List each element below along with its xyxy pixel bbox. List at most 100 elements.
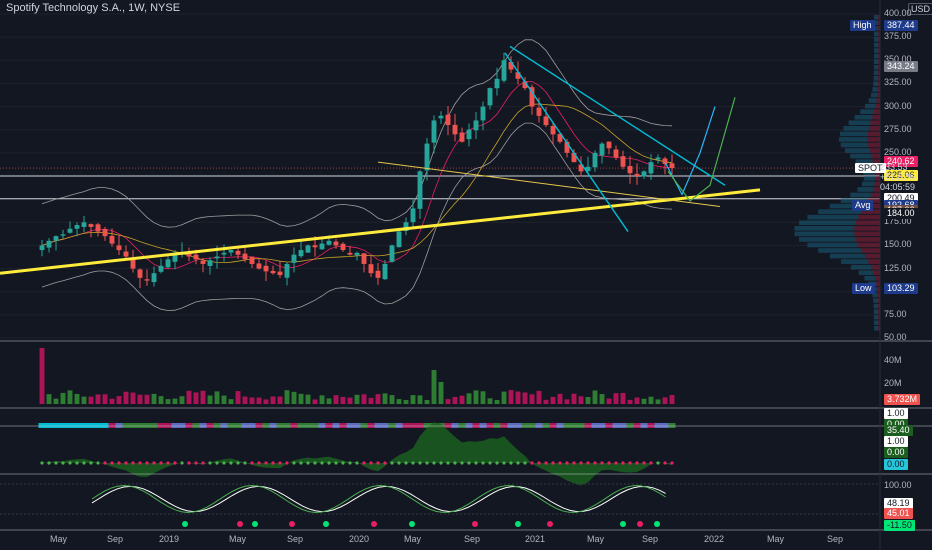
osc-signal-dot bbox=[323, 521, 329, 527]
profile-bar bbox=[869, 126, 880, 131]
candle-body bbox=[515, 72, 521, 79]
profile-bar bbox=[877, 92, 880, 98]
price-marker-value: 200.49 bbox=[884, 192, 918, 204]
signal-cell bbox=[262, 423, 270, 428]
signal-cell bbox=[73, 423, 81, 428]
signal-cell bbox=[493, 423, 501, 428]
channel-upper bbox=[509, 45, 726, 186]
candle-body bbox=[193, 254, 199, 260]
momentum-dot bbox=[474, 461, 478, 465]
volume-bar bbox=[151, 393, 157, 404]
signal-cell bbox=[227, 423, 235, 428]
candle-body bbox=[606, 141, 612, 149]
price-tick: 250.00 bbox=[884, 146, 912, 157]
osc-signal-dot bbox=[371, 521, 377, 527]
profile-bar bbox=[818, 248, 862, 253]
time-tick: May bbox=[229, 534, 247, 544]
price-marker-value: 103.29 bbox=[884, 282, 918, 294]
volume-bar bbox=[599, 394, 605, 404]
volume-bar bbox=[319, 395, 325, 404]
price-tick: 275.00 bbox=[884, 123, 912, 134]
candle-body bbox=[67, 228, 73, 233]
thin-trendline bbox=[377, 161, 721, 208]
signal-cell bbox=[458, 423, 466, 428]
momentum-dot bbox=[250, 461, 254, 465]
osc-signal-dot bbox=[409, 521, 415, 527]
candle-body bbox=[165, 259, 171, 268]
signal-cell bbox=[591, 423, 599, 428]
candle-body bbox=[39, 245, 45, 251]
candle-body bbox=[452, 124, 458, 135]
volume-bar bbox=[46, 394, 52, 404]
volume-bar bbox=[130, 392, 136, 404]
signal-cell bbox=[661, 423, 669, 428]
volume-bar bbox=[627, 399, 633, 404]
candle-body bbox=[151, 273, 157, 283]
signal-cell bbox=[234, 423, 242, 428]
profile-bar bbox=[871, 264, 880, 270]
ind2-value-a: 35.40 bbox=[884, 425, 913, 436]
volume-bar bbox=[228, 399, 234, 404]
profile-bar bbox=[873, 37, 879, 42]
profile-bar bbox=[855, 220, 880, 226]
candle-body bbox=[270, 270, 276, 274]
price-tick: 350.00 bbox=[884, 54, 912, 65]
profile-bar bbox=[873, 309, 879, 314]
volume-bar bbox=[578, 396, 584, 404]
candle-body bbox=[368, 264, 374, 274]
momentum-dot bbox=[495, 461, 499, 465]
momentum-dot bbox=[635, 461, 639, 465]
volume-bar bbox=[466, 393, 472, 404]
signal-cell bbox=[199, 423, 207, 428]
signal-cell bbox=[542, 423, 550, 428]
profile-bar bbox=[873, 314, 879, 320]
signal-cell bbox=[94, 423, 102, 428]
volume-bar bbox=[494, 399, 500, 404]
volume-bar bbox=[669, 395, 675, 404]
profile-bar bbox=[873, 53, 879, 59]
candle-body bbox=[557, 133, 563, 142]
price-marker-label: Low bbox=[852, 282, 875, 294]
price-marker-label: High bbox=[850, 19, 875, 31]
momentum-dot bbox=[306, 461, 310, 465]
volume-bar bbox=[116, 396, 122, 404]
volume-bar bbox=[326, 398, 332, 404]
profile-bar bbox=[858, 270, 874, 276]
momentum-dot bbox=[432, 461, 436, 465]
momentum-dot bbox=[551, 461, 555, 465]
drawings[interactable] bbox=[0, 45, 761, 275]
signal-cell bbox=[514, 423, 522, 428]
volume-bar bbox=[431, 370, 437, 404]
candle-body bbox=[466, 129, 472, 140]
candle-body bbox=[340, 243, 346, 251]
volume-bar bbox=[263, 399, 269, 404]
profile-bar bbox=[878, 53, 880, 59]
volume-bar bbox=[249, 397, 255, 404]
currency-badge[interactable]: USD bbox=[908, 3, 932, 15]
candle-body bbox=[480, 106, 486, 121]
volume-bar bbox=[284, 390, 290, 404]
profile-bar bbox=[829, 203, 865, 209]
profile-bar bbox=[873, 70, 879, 76]
signal-cell bbox=[143, 423, 151, 428]
momentum-dot bbox=[320, 461, 324, 465]
price-tick: 300.00 bbox=[884, 100, 912, 111]
signal-cell bbox=[108, 423, 116, 428]
momentum-dot bbox=[593, 461, 597, 465]
profile-bar bbox=[861, 209, 880, 214]
signal-cell bbox=[80, 423, 88, 428]
price-tick: 150.00 bbox=[884, 239, 912, 250]
candle-body bbox=[221, 252, 227, 255]
candle-body bbox=[396, 231, 402, 248]
candle-body bbox=[249, 256, 255, 264]
time-tick: Sep bbox=[642, 534, 659, 544]
band-upper bbox=[41, 39, 673, 228]
signal-cell bbox=[136, 423, 144, 428]
oscillator-pane bbox=[0, 483, 880, 527]
profile-bar bbox=[868, 142, 880, 148]
candle-body bbox=[277, 271, 283, 276]
time-tick: May bbox=[50, 534, 68, 544]
candle-body bbox=[109, 235, 115, 244]
